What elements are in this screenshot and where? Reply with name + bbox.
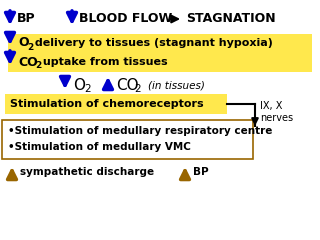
Text: uptake from tissues: uptake from tissues (39, 57, 168, 67)
Text: STAGNATION: STAGNATION (186, 12, 276, 25)
Text: 2: 2 (84, 84, 91, 94)
Text: BP: BP (17, 12, 36, 25)
Text: •Stimulation of medullary VMC: •Stimulation of medullary VMC (8, 142, 191, 152)
Text: Stimulation of chemoreceptors: Stimulation of chemoreceptors (10, 99, 204, 109)
Text: 2: 2 (27, 42, 33, 52)
Text: 2: 2 (134, 84, 140, 94)
Text: CO: CO (18, 55, 38, 68)
Text: sympathetic discharge: sympathetic discharge (20, 167, 154, 177)
Text: O: O (18, 36, 28, 49)
Text: IX, X
nerves: IX, X nerves (260, 101, 293, 123)
FancyBboxPatch shape (5, 94, 227, 114)
Text: O: O (73, 78, 85, 92)
Text: 2: 2 (35, 61, 41, 71)
Text: (in tissues): (in tissues) (148, 80, 205, 90)
Text: BP: BP (193, 167, 209, 177)
Text: delivery to tissues (stagnant hypoxia): delivery to tissues (stagnant hypoxia) (31, 38, 273, 48)
FancyBboxPatch shape (8, 34, 312, 72)
Text: BLOOD FLOW: BLOOD FLOW (79, 12, 172, 25)
Text: •Stimulation of medullary respiratory centre: •Stimulation of medullary respiratory ce… (8, 126, 272, 136)
Text: CO: CO (116, 78, 139, 92)
FancyBboxPatch shape (2, 120, 252, 158)
